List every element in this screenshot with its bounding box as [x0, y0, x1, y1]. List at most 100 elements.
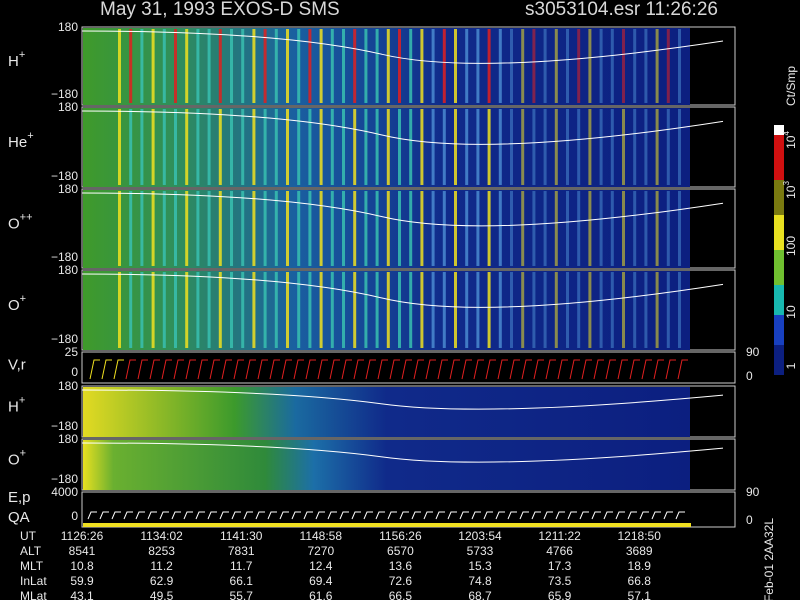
stripe — [543, 191, 547, 266]
stripe — [498, 109, 502, 185]
stripe — [532, 191, 536, 266]
trace — [327, 511, 337, 520]
trace — [399, 511, 409, 520]
stripe — [207, 272, 211, 348]
y2-top-label: 90 — [746, 485, 760, 499]
stripe — [622, 29, 625, 103]
trace — [81, 110, 724, 145]
trace — [617, 359, 628, 380]
stripe — [610, 29, 614, 103]
stripe — [398, 272, 401, 348]
panel-label: He+ — [8, 130, 34, 151]
trace — [195, 511, 205, 520]
panel-label: O+ — [8, 293, 26, 314]
stripe — [230, 272, 233, 348]
trace — [101, 359, 112, 380]
row-label: ALT — [20, 544, 42, 558]
stripe — [454, 191, 457, 266]
stripe — [398, 29, 401, 103]
stripe — [319, 191, 323, 266]
stripe — [431, 191, 435, 266]
stripe — [140, 109, 144, 185]
trace — [269, 359, 280, 380]
stripe — [442, 191, 446, 266]
stripe — [577, 29, 581, 103]
stripe — [510, 191, 513, 266]
stripe — [364, 191, 368, 266]
trace — [581, 359, 592, 380]
stripe — [521, 191, 525, 266]
colorbar-label: 100 — [784, 236, 798, 256]
trace — [425, 359, 436, 380]
stripe — [185, 29, 189, 103]
stripe — [442, 29, 446, 103]
stripe — [129, 29, 133, 103]
trace — [471, 511, 481, 520]
row-value: 1141:30 — [220, 529, 263, 543]
label-sup: + — [19, 394, 25, 406]
qa-bar — [83, 523, 691, 527]
row-value: 57.1 — [628, 589, 652, 600]
stripe — [375, 29, 379, 103]
stripe — [241, 29, 245, 103]
stripe — [375, 109, 379, 185]
stripe — [610, 191, 614, 266]
trace — [627, 511, 637, 520]
panel-frame — [81, 351, 736, 384]
stripe — [599, 191, 603, 266]
row-value: 5733 — [467, 544, 494, 558]
label-main: H — [8, 53, 19, 70]
trace — [615, 511, 625, 520]
trace — [653, 359, 664, 380]
row-value: 69.4 — [309, 574, 333, 588]
stripe — [409, 109, 413, 185]
trace — [375, 511, 385, 520]
y-bottom-label: −180 — [51, 169, 78, 183]
panel-label: O++ — [8, 211, 33, 232]
row-value: 62.9 — [150, 574, 174, 588]
trace — [315, 511, 325, 520]
stripe — [174, 29, 177, 103]
trace — [329, 359, 340, 380]
colorbar-cell — [774, 345, 784, 375]
trace — [125, 359, 136, 380]
stripe — [442, 109, 446, 185]
stripe — [420, 272, 424, 348]
stripe — [297, 191, 301, 266]
y-bottom-label: 0 — [71, 509, 78, 523]
stripe — [353, 29, 357, 103]
y-top-label: 180 — [58, 432, 78, 446]
stripe — [218, 29, 222, 103]
label-sup: + — [20, 293, 26, 305]
row-label: MLat — [20, 589, 47, 600]
trace — [159, 511, 169, 520]
trace — [603, 511, 613, 520]
stripe — [308, 272, 312, 348]
trace — [509, 359, 520, 380]
stripe — [465, 272, 469, 348]
stripe — [487, 109, 491, 185]
trace — [497, 359, 508, 380]
stripe — [420, 191, 424, 266]
stripe — [241, 109, 245, 185]
stripe — [129, 191, 133, 266]
trace — [543, 511, 553, 520]
colorbar-cell — [774, 215, 784, 250]
stripe — [655, 29, 659, 103]
trace — [677, 359, 688, 380]
stripe — [655, 272, 659, 348]
stripe — [487, 272, 491, 348]
colorbar-label: 103 — [782, 181, 798, 199]
stripe — [185, 272, 189, 348]
stripe — [633, 191, 637, 266]
label-main: He — [8, 134, 27, 151]
stripe — [610, 109, 614, 185]
panel-label: H+ — [8, 49, 25, 70]
y-top-label: 180 — [58, 379, 78, 393]
trace — [81, 389, 724, 410]
row-value: 1203:54 — [458, 529, 502, 543]
trace — [255, 511, 265, 520]
stripe — [140, 272, 144, 348]
stripe — [319, 109, 323, 185]
